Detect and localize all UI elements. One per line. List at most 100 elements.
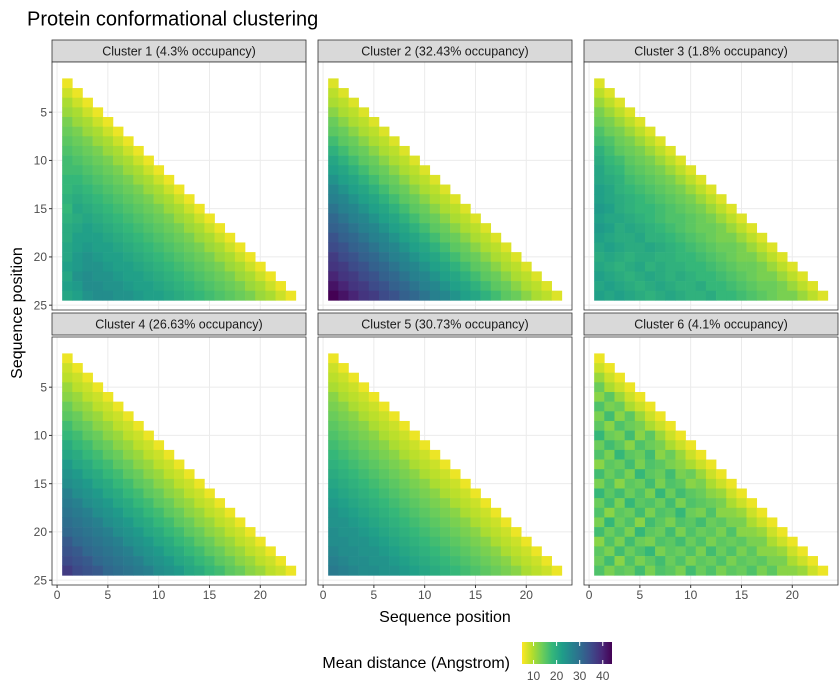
heat-cell	[594, 517, 605, 528]
heat-cell	[102, 430, 114, 441]
heat-cell	[634, 174, 646, 185]
heat-cell	[62, 78, 73, 89]
heat-cell	[328, 459, 339, 470]
heat-cell	[265, 556, 276, 567]
heat-cell	[500, 565, 512, 576]
heat-cell	[665, 213, 676, 224]
heat-cell	[439, 252, 451, 263]
heat-cell	[204, 565, 215, 576]
heat-cell	[245, 252, 256, 263]
heat-cell	[604, 271, 615, 282]
heat-cell	[604, 430, 615, 441]
heat-cell	[480, 536, 492, 547]
heat-cell	[378, 261, 390, 272]
heat-cell	[173, 232, 185, 243]
heat-cell	[624, 117, 636, 127]
heat-cell	[604, 145, 615, 156]
heat-cell	[655, 527, 666, 538]
heat-cell	[655, 184, 666, 195]
heat-cell	[644, 174, 656, 185]
heat-cell	[675, 174, 686, 185]
heat-cell	[624, 488, 636, 499]
heat-cell	[358, 565, 370, 576]
heat-cell	[133, 430, 144, 441]
heat-cell	[399, 184, 410, 195]
heat-cell	[634, 498, 646, 509]
heat-cell	[123, 459, 134, 470]
heat-cell	[92, 223, 104, 234]
y-tick-label: 25	[34, 298, 48, 312]
heat-cell	[756, 242, 768, 253]
heat-cell	[399, 420, 410, 431]
heat-cell	[123, 184, 134, 195]
heat-cell	[777, 261, 788, 272]
heat-cell	[348, 401, 359, 412]
heat-cell	[490, 290, 502, 301]
heat-cell	[163, 488, 175, 499]
heat-cell	[500, 517, 512, 528]
heat-cell	[614, 469, 625, 480]
heat-cell	[62, 401, 73, 412]
heat-cell	[624, 136, 636, 147]
heat-cell	[490, 527, 502, 538]
heat-cell	[429, 290, 441, 301]
heat-cell	[409, 252, 420, 263]
heat-cell	[531, 281, 542, 292]
heat-cell	[409, 498, 420, 509]
heat-cell	[685, 203, 697, 214]
heat-cell	[338, 363, 349, 374]
heat-cell	[490, 242, 502, 253]
heat-cell	[92, 107, 104, 118]
heat-cell	[358, 440, 370, 451]
heat-cell	[604, 155, 615, 166]
heat-cell	[173, 271, 185, 282]
heat-cell	[655, 203, 666, 214]
heat-cell	[490, 271, 502, 282]
heat-cell	[675, 213, 686, 224]
heat-cell	[204, 536, 215, 547]
heat-cell	[480, 281, 492, 292]
heat-cell	[409, 488, 420, 499]
heat-cell	[328, 97, 339, 108]
heat-cell	[358, 155, 370, 166]
heat-cell	[102, 281, 114, 292]
heat-cell	[358, 420, 370, 431]
heat-cell	[614, 126, 625, 137]
heat-cell	[665, 507, 676, 518]
heat-cell	[62, 556, 73, 567]
heat-cell	[358, 252, 370, 263]
heat-cell	[439, 203, 451, 214]
heat-cell	[184, 507, 195, 518]
heat-cell	[143, 469, 154, 480]
heat-cell	[214, 252, 226, 263]
heat-cell	[655, 261, 666, 272]
heat-cell	[450, 223, 461, 234]
heat-cell	[285, 565, 297, 576]
heat-cell	[716, 213, 727, 224]
heat-cell	[163, 527, 175, 538]
heat-cell	[348, 392, 359, 402]
heat-cell	[736, 242, 747, 253]
x-tick-label: 0	[54, 588, 61, 602]
heat-cell	[399, 517, 410, 528]
heat-cell	[123, 478, 134, 489]
heat-cell	[123, 213, 134, 224]
heat-cell	[358, 126, 370, 137]
heat-cell	[153, 261, 165, 272]
heat-cell	[338, 420, 349, 431]
heat-cell	[777, 556, 788, 567]
x-tick-label: 20	[786, 588, 800, 602]
heat-cell	[92, 565, 104, 576]
heat-cell	[655, 271, 666, 282]
heat-cell	[328, 242, 339, 253]
heat-cell	[348, 411, 359, 422]
heat-cell	[685, 459, 697, 470]
heat-cell	[705, 478, 717, 489]
heat-cell	[490, 261, 502, 272]
heat-cell	[358, 184, 370, 195]
heat-cell	[224, 517, 236, 528]
x-tick-label: 0	[586, 588, 593, 602]
heat-cell	[163, 536, 175, 547]
heat-cell	[368, 411, 380, 422]
